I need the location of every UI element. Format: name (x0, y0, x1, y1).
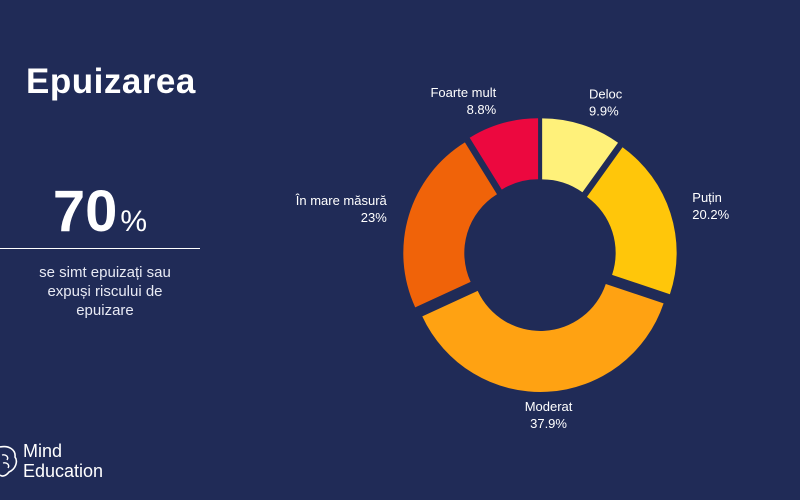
slice-label-4: În mare măsură (295, 193, 388, 208)
page-title: Epuizarea (26, 62, 196, 101)
slice-value-3: 37.9% (530, 416, 567, 431)
stat-unit: % (120, 205, 148, 238)
slice-value-2: 20.2% (692, 207, 729, 222)
stat-block: 70% (0, 180, 200, 244)
slice-value-4: 23% (361, 210, 387, 225)
slice-label-3: Moderat (525, 399, 573, 414)
stat-value: 70 (52, 179, 118, 244)
stat-caption: se simt epuizați sau expuși riscului de … (39, 264, 171, 319)
slice-value-1: 9.9% (589, 104, 619, 119)
slice-1 (542, 118, 619, 193)
slice-label-1: Deloc (589, 87, 623, 102)
slice-2 (586, 147, 677, 295)
stat-divider (0, 248, 200, 249)
slice-5 (469, 118, 539, 190)
slice-label-5: Foarte mult (430, 85, 496, 100)
logo-line-2: Education (23, 461, 104, 481)
slice-4 (403, 142, 497, 308)
slice-label-2: Puțin (692, 190, 722, 205)
logo-text: Mind Education (23, 441, 143, 481)
slice-value-5: 8.8% (467, 102, 497, 117)
brain-icon (0, 445, 18, 477)
slice-3 (422, 283, 664, 392)
logo-line-1: Mind (23, 441, 63, 461)
